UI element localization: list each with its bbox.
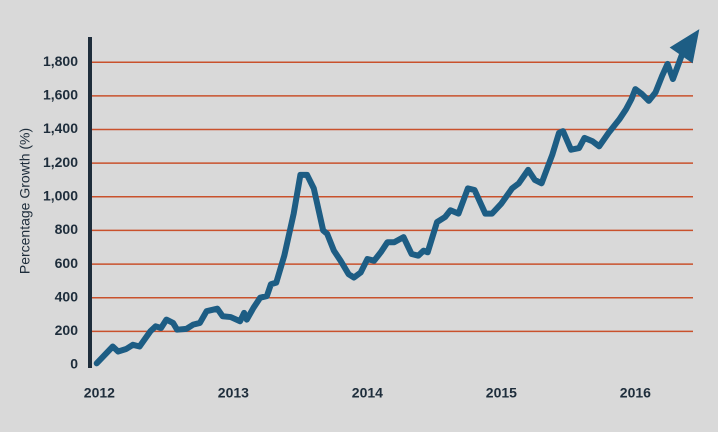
y-tick-label: 600 bbox=[55, 255, 79, 271]
y-tick-label: 0 bbox=[70, 356, 78, 372]
y-tick-label: 800 bbox=[55, 221, 79, 237]
x-tick-label: 2012 bbox=[84, 385, 115, 401]
y-tick-label: 1,600 bbox=[43, 87, 78, 103]
x-tick-label: 2015 bbox=[486, 385, 517, 401]
y-tick-label: 200 bbox=[55, 322, 79, 338]
y-tick-label: 400 bbox=[55, 288, 79, 304]
y-tick-label: 1,800 bbox=[43, 53, 78, 69]
y-tick-label: 1,000 bbox=[43, 187, 78, 203]
arrow-head bbox=[669, 29, 700, 64]
y-axis-label: Percentage Growth (%) bbox=[17, 128, 33, 274]
line bbox=[93, 50, 686, 367]
x-tick-label: 2014 bbox=[352, 385, 383, 401]
y-tick-label: 1,400 bbox=[43, 120, 78, 136]
x-tick-label: 2016 bbox=[620, 385, 651, 401]
x-tick-label: 2013 bbox=[218, 385, 249, 401]
y-tick-label: 1,200 bbox=[43, 154, 78, 170]
